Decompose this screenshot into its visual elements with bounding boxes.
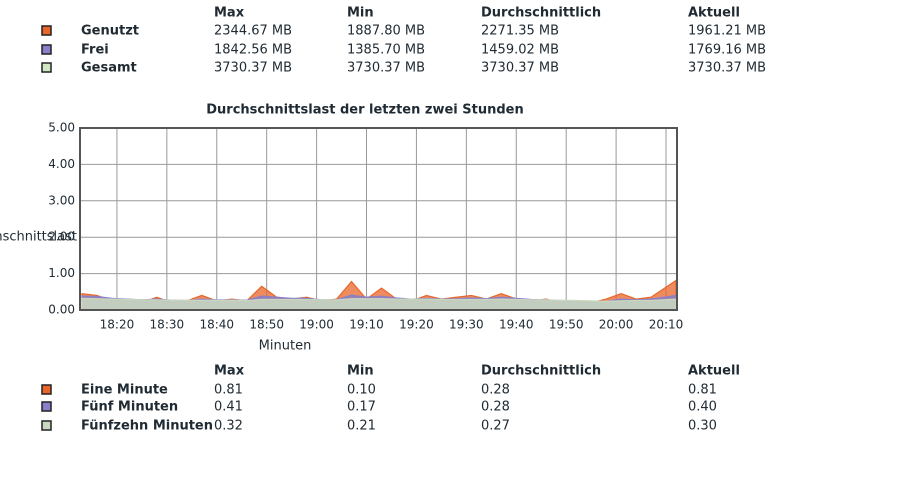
cell: 1842.56 MB [214, 43, 292, 58]
legend-swatch [41, 401, 52, 412]
column-header: Aktuell [688, 6, 740, 21]
cell: 2271.35 MB [481, 24, 559, 39]
plot-frame [79, 127, 678, 311]
cell: 2344.67 MB [214, 24, 292, 39]
cell: 0.41 [214, 400, 243, 415]
x-tick-label: 18:30 [150, 318, 185, 332]
cell: 3730.37 MB [214, 61, 292, 76]
x-tick-label: 20:10 [649, 318, 684, 332]
cell: 0.10 [347, 383, 376, 398]
y-tick-label: 5.00 [48, 121, 75, 135]
x-axis-label: Minuten [259, 339, 312, 354]
chart-title: Durchschnittslast der letzten zwei Stund… [206, 103, 523, 118]
legend-label: Eine Minute [81, 383, 168, 398]
column-header: Max [214, 364, 245, 379]
area [81, 297, 677, 311]
y-tick-label: 1.00 [48, 266, 75, 280]
legend-swatch [41, 384, 52, 395]
cell: 0.27 [481, 419, 510, 434]
cell: 0.81 [214, 383, 243, 398]
legend-swatch [41, 25, 52, 36]
legend-swatch [41, 420, 52, 431]
row-label: Genutzt [81, 24, 139, 39]
legend-label: Fünf Minuten [81, 400, 178, 415]
cell: 0.28 [481, 383, 510, 398]
x-tick-label: 19:40 [499, 318, 534, 332]
cell: 0.30 [688, 419, 717, 434]
x-tick-label: 19:00 [299, 318, 334, 332]
cell: 1385.70 MB [347, 43, 425, 58]
cell: 3730.37 MB [688, 61, 766, 76]
cell: 3730.37 MB [481, 61, 559, 76]
x-tick-label: 19:50 [549, 318, 584, 332]
cell: 0.28 [481, 400, 510, 415]
x-tick-label: 19:20 [399, 318, 434, 332]
column-header: Durchschnittlich [481, 364, 601, 379]
y-tick-label: 0.00 [48, 303, 75, 317]
column-header: Min [347, 364, 374, 379]
legend-swatch [41, 62, 52, 73]
cell: 0.32 [214, 419, 243, 434]
y-axis-label: Durchschnittslast [0, 230, 77, 245]
x-tick-label: 19:10 [349, 318, 384, 332]
y-tick-label: 3.00 [48, 193, 75, 207]
column-header: Min [347, 6, 374, 21]
column-header: Max [214, 6, 245, 21]
legend-swatch [41, 44, 52, 55]
legend-label: Fünfzehn Minuten [81, 419, 213, 434]
cell: 1887.80 MB [347, 24, 425, 39]
cell: 1961.21 MB [688, 24, 766, 39]
y-tick-label: 2.00 [48, 230, 75, 244]
cell: 1769.16 MB [688, 43, 766, 58]
y-tick-label: 4.00 [48, 157, 75, 171]
x-tick-label: 20:00 [599, 318, 634, 332]
x-tick-label: 18:20 [100, 318, 135, 332]
x-tick-label: 19:30 [449, 318, 484, 332]
cell: 0.21 [347, 419, 376, 434]
cell: 1459.02 MB [481, 43, 559, 58]
cell: 3730.37 MB [347, 61, 425, 76]
column-header: Aktuell [688, 364, 740, 379]
column-header: Durchschnittlich [481, 6, 601, 21]
cell: 0.81 [688, 383, 717, 398]
row-label: Frei [81, 43, 109, 58]
cell: 0.40 [688, 400, 717, 415]
cell: 0.17 [347, 400, 376, 415]
row-label: Gesamt [81, 61, 137, 76]
x-tick-label: 18:40 [199, 318, 234, 332]
x-tick-label: 18:50 [249, 318, 284, 332]
plot-background [80, 128, 677, 310]
